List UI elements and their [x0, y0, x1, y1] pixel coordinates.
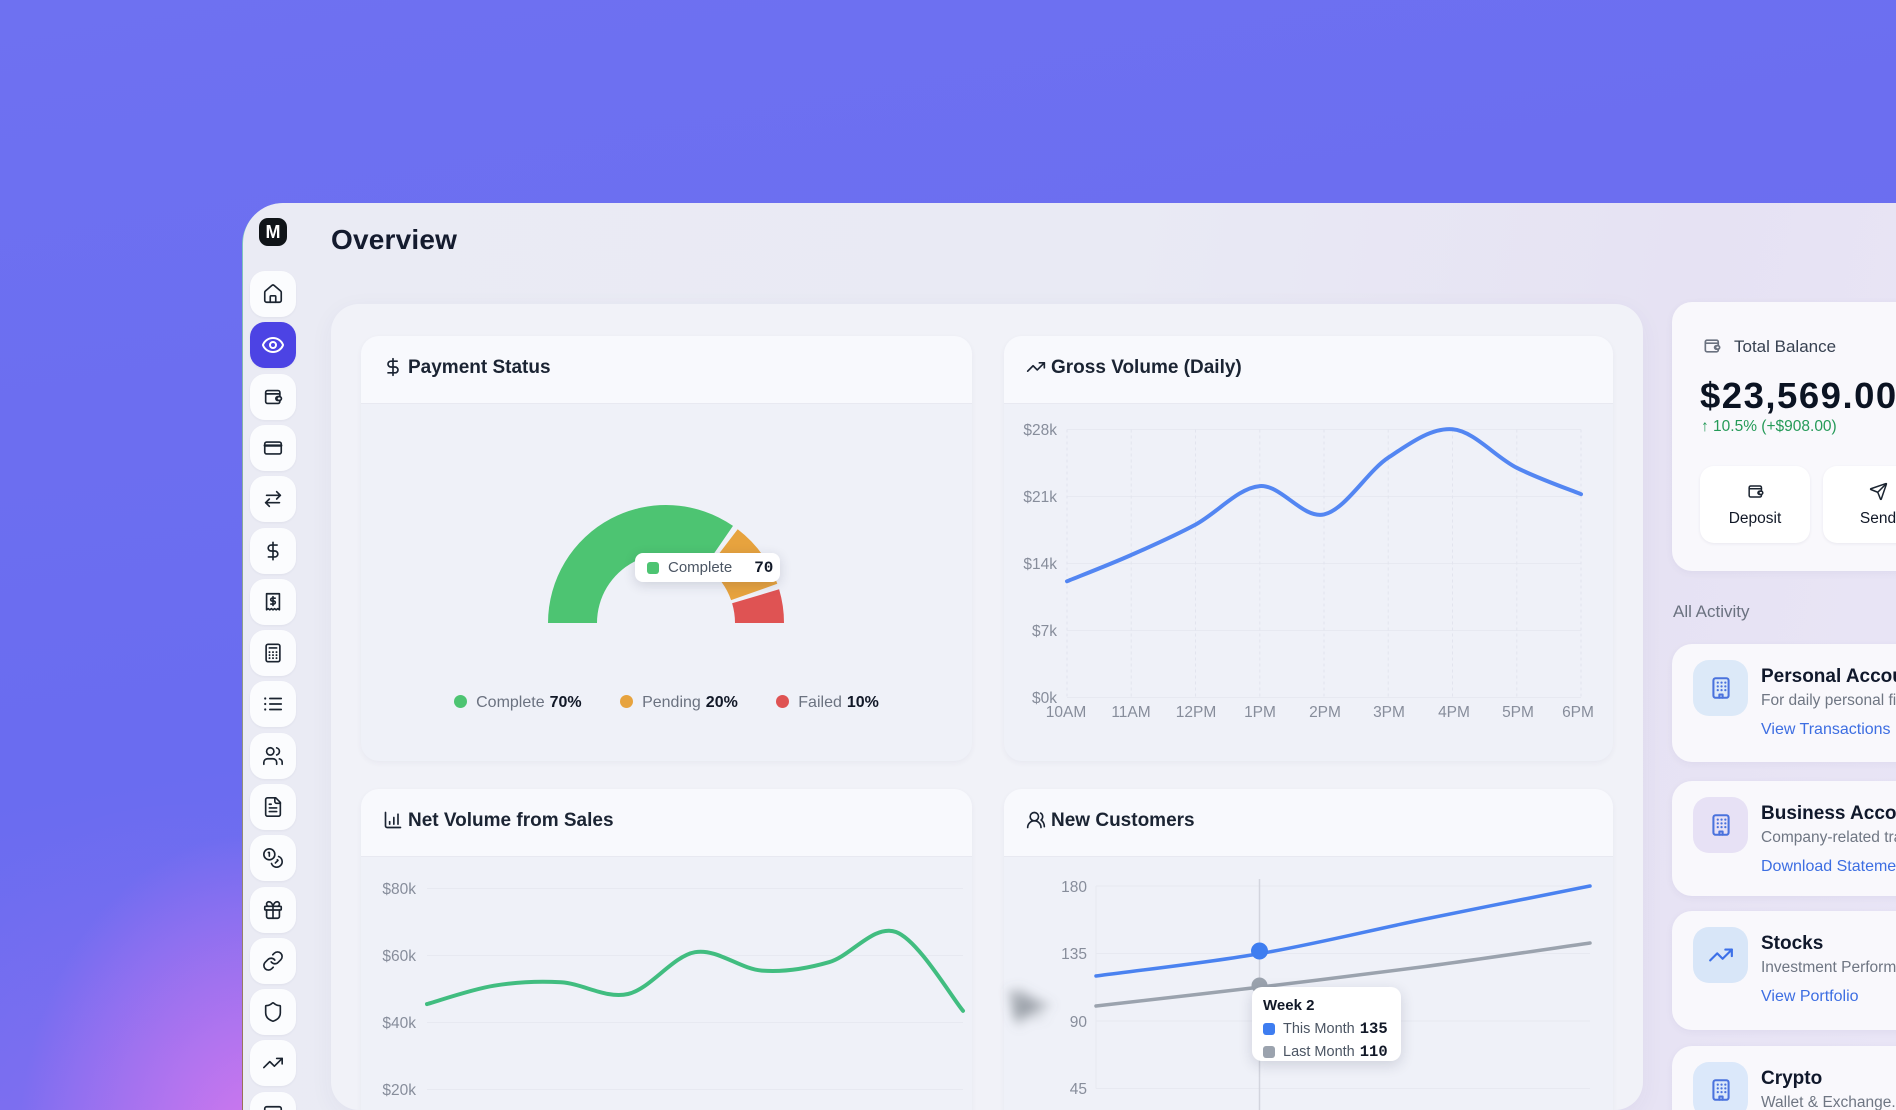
svg-text:10AM: 10AM	[1046, 704, 1087, 721]
svg-text:$40k: $40k	[382, 1015, 416, 1032]
svg-text:90: 90	[1070, 1014, 1088, 1031]
svg-text:2PM: 2PM	[1309, 704, 1341, 721]
svg-text:$20k: $20k	[382, 1082, 416, 1099]
svg-text:$80k: $80k	[382, 881, 416, 898]
svg-text:180: 180	[1061, 879, 1087, 896]
svg-text:4PM: 4PM	[1438, 704, 1470, 721]
svg-text:$14k: $14k	[1023, 556, 1057, 573]
svg-text:3PM: 3PM	[1373, 704, 1405, 721]
svg-text:5PM: 5PM	[1502, 704, 1534, 721]
svg-text:45: 45	[1070, 1081, 1087, 1098]
svg-text:$0k: $0k	[1032, 690, 1057, 707]
svg-text:11AM: 11AM	[1111, 704, 1150, 721]
svg-text:$7k: $7k	[1032, 623, 1057, 640]
svg-text:135: 135	[1061, 946, 1087, 963]
svg-text:$21k: $21k	[1023, 489, 1057, 506]
svg-text:6PM: 6PM	[1562, 704, 1594, 721]
svg-text:$28k: $28k	[1023, 422, 1057, 439]
svg-text:1PM: 1PM	[1244, 704, 1276, 721]
svg-text:$60k: $60k	[382, 948, 416, 965]
svg-text:12PM: 12PM	[1176, 704, 1217, 721]
